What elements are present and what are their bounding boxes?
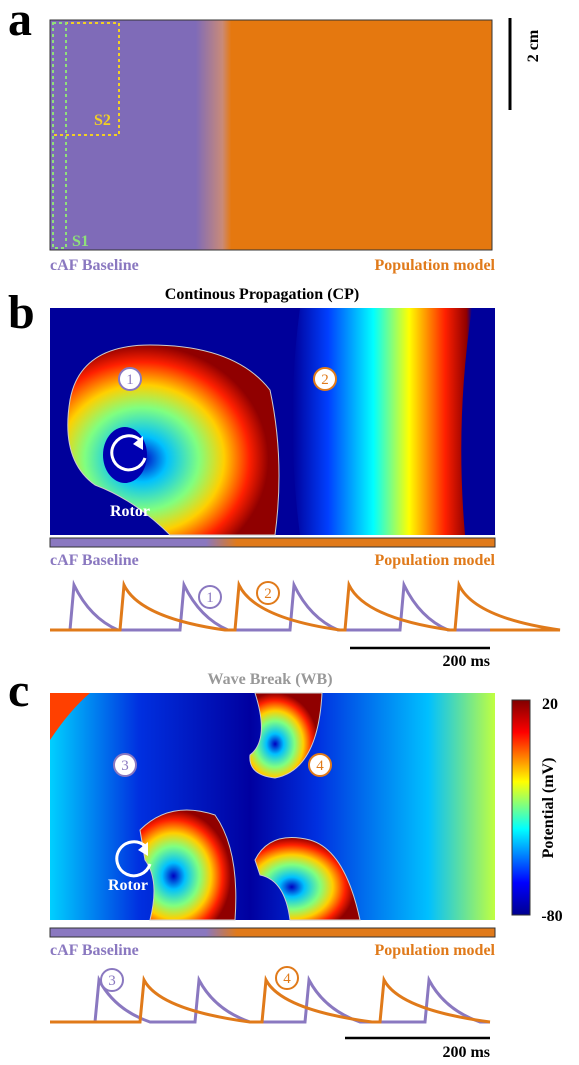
marker-circle <box>198 585 222 609</box>
left-label: cAF Baseline <box>50 257 139 274</box>
trace <box>50 579 561 632</box>
tissue-map <box>49 19 493 251</box>
rotor-label: Rotor <box>108 877 148 894</box>
wave <box>254 837 361 921</box>
marker-label: 1 <box>206 590 214 606</box>
panel-label: b <box>8 286 35 339</box>
trace <box>50 974 490 1024</box>
s1-box <box>52 22 67 249</box>
marker-circle <box>100 968 124 992</box>
rotor-wave <box>67 344 280 536</box>
marker-label: 1 <box>126 372 134 388</box>
colorbar-max: 20 <box>542 696 558 713</box>
marker-label: 3 <box>108 973 116 989</box>
wave <box>50 693 90 740</box>
rotor-arrow-head <box>138 842 148 856</box>
gradient-bar <box>49 537 496 548</box>
scale-label: 2 cm <box>525 29 542 62</box>
wave <box>292 308 472 535</box>
rotor-arrow <box>110 434 147 472</box>
left-label: cAF Baseline <box>50 552 139 569</box>
panel-title: Continous Propagation (CP) <box>165 286 359 303</box>
marker-circle <box>275 966 299 990</box>
colorbar-label: Potential (mV) <box>540 758 557 859</box>
marker-label: 4 <box>316 758 324 774</box>
marker-circle <box>118 367 142 391</box>
trace <box>50 579 490 632</box>
rotor-label: Rotor <box>110 503 150 520</box>
time-label: 200 ms <box>442 653 490 670</box>
time-label: 200 ms <box>442 1044 490 1061</box>
marker-label: 3 <box>121 758 129 774</box>
marker-circle <box>256 581 280 605</box>
left-label: cAF Baseline <box>50 942 139 959</box>
trace <box>50 974 491 1024</box>
colorbar-min: -80 <box>541 908 562 925</box>
rotor-arrow <box>115 840 152 878</box>
wave <box>139 809 237 921</box>
panel-title: Wave Break (WB) <box>207 671 332 688</box>
marker-circle <box>113 753 137 777</box>
right-label: Population model <box>375 942 496 959</box>
right-label: Population model <box>375 552 496 569</box>
rotor-arrow-head <box>133 436 143 450</box>
marker-label: 4 <box>283 971 291 987</box>
colorbar <box>511 699 531 916</box>
marker-circle <box>308 753 332 777</box>
right-label: Population model <box>375 257 496 274</box>
panel-label: a <box>8 0 32 46</box>
gradient-bar <box>49 927 496 938</box>
panel-label: c <box>8 664 29 717</box>
s1-label: S1 <box>72 233 89 250</box>
marker-circle <box>313 367 337 391</box>
marker-label: 2 <box>321 372 329 388</box>
s2-label: S2 <box>94 112 111 129</box>
wave <box>249 692 323 779</box>
marker-label: 2 <box>264 586 272 602</box>
